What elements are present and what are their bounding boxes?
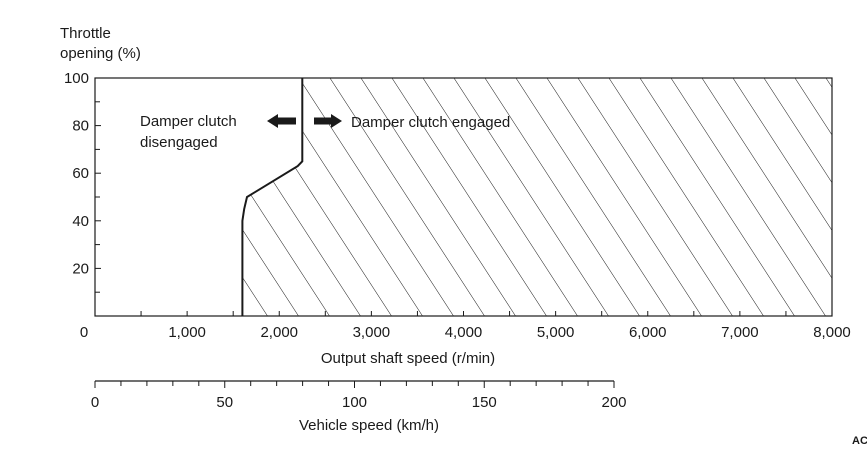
corner-mark: AC <box>852 435 867 447</box>
x-tick-label: 2,000 <box>260 324 298 341</box>
secondary-x-axis-title: Vehicle speed (km/h) <box>299 417 439 434</box>
y-tick-label: 80 <box>72 118 89 135</box>
x-tick-label: 0 <box>80 324 88 341</box>
x-tick-label: 5,000 <box>537 324 575 341</box>
secondary-x-axis: 0 50 100 150 200 <box>91 380 627 411</box>
annotation-engaged: Damper clutch engaged <box>351 114 510 131</box>
x-tick-label: 8,000 <box>813 324 851 341</box>
secondary-x-tick-label: 0 <box>91 394 99 411</box>
x-tick-label: 1,000 <box>168 324 206 341</box>
arrow-right-icon <box>314 114 342 128</box>
y-tick-label: 40 <box>72 213 89 230</box>
y-tick-label: 20 <box>72 260 89 277</box>
x-tick-label: 7,000 <box>721 324 759 341</box>
y-tick-label: 100 <box>64 70 89 87</box>
secondary-x-tick-label: 100 <box>342 394 367 411</box>
x-tick-label: 4,000 <box>445 324 483 341</box>
y-axis: 20 40 60 80 100 <box>64 70 101 293</box>
x-tick-label: 3,000 <box>353 324 391 341</box>
x-axis-title: Output shaft speed (r/min) <box>321 350 495 367</box>
annotation-disengaged-line1: Damper clutch <box>140 113 237 130</box>
boundary-line <box>241 78 304 316</box>
x-tick-label: 6,000 <box>629 324 667 341</box>
secondary-x-tick-label: 50 <box>216 394 233 411</box>
arrow-left-icon <box>267 114 296 128</box>
annotation-disengaged-line2: disengaged <box>140 134 218 151</box>
y-axis-title-line1: Throttle <box>60 25 111 42</box>
engaged-region-hatch <box>242 78 832 316</box>
y-tick-label: 60 <box>72 165 89 182</box>
secondary-x-tick-label: 150 <box>472 394 497 411</box>
y-axis-title-line2: opening (%) <box>60 45 141 62</box>
secondary-x-tick-label: 200 <box>601 394 626 411</box>
x-axis: 0 1,000 2,000 3,000 4,000 5,000 6,000 7,000 8,00… <box>80 311 851 341</box>
